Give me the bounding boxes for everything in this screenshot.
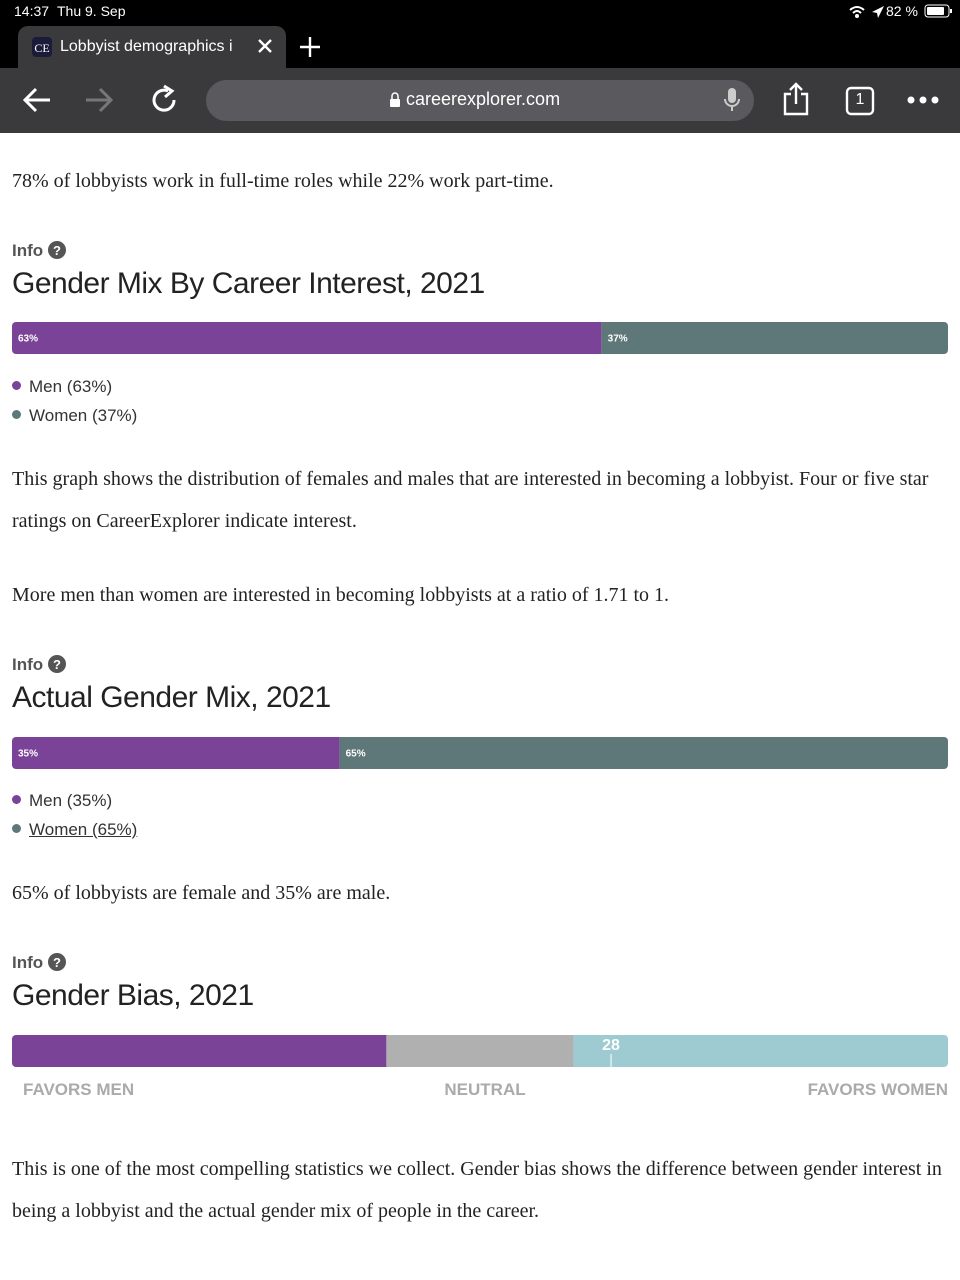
scale-label: FAVORS MEN xyxy=(23,1080,135,1099)
legend-dot xyxy=(12,824,21,833)
new-tab[interactable] xyxy=(299,36,321,58)
tab-close[interactable] xyxy=(257,38,273,54)
info-label[interactable]: Info ? xyxy=(12,241,66,261)
bar-segment xyxy=(601,322,948,354)
info-label[interactable]: Info ? xyxy=(12,655,66,675)
more-button[interactable] xyxy=(906,94,940,106)
chart-title: Gender Bias, 2021 xyxy=(12,979,254,1012)
bar-segment xyxy=(339,737,948,769)
reload-button[interactable] xyxy=(148,84,180,116)
info-icon: ? xyxy=(47,241,66,259)
segment-label: 35% xyxy=(18,749,38,760)
paragraph: More men than women are interested in be… xyxy=(12,584,670,606)
paragraph: This is one of the most compelling stati… xyxy=(12,1158,942,1222)
segment-label: 37% xyxy=(608,334,628,345)
address-bar[interactable] xyxy=(206,80,754,121)
svg-text:?: ? xyxy=(53,243,61,258)
date: Thu 9. Sep xyxy=(57,3,126,19)
tab-count: 1 xyxy=(855,91,865,108)
lock-icon xyxy=(390,92,400,107)
info-text: Info xyxy=(12,241,44,260)
bar-segment xyxy=(12,322,602,354)
scale-label: NEUTRAL xyxy=(444,1080,526,1099)
legend-item: Women (37%) xyxy=(12,406,137,426)
info-icon: ? xyxy=(47,655,66,673)
bias-band xyxy=(386,1035,574,1067)
segment-label: 65% xyxy=(346,749,366,760)
info-label[interactable]: Info ? xyxy=(12,953,66,973)
tab[interactable] xyxy=(18,26,286,68)
svg-text:CE: CE xyxy=(34,41,49,55)
bias-value: 28 xyxy=(602,1037,620,1054)
svg-text:?: ? xyxy=(53,955,61,970)
segment-label: 63% xyxy=(18,334,38,345)
svg-text:?: ? xyxy=(53,657,61,672)
legend-dot xyxy=(12,381,21,390)
back-button[interactable] xyxy=(22,86,52,114)
paragraph: 65% of lobbyists are female and 35% are … xyxy=(12,882,391,904)
scale-label: FAVORS WOMEN xyxy=(807,1080,948,1099)
forward-button[interactable] xyxy=(84,86,114,114)
time: 14:37 xyxy=(14,3,50,19)
legend-link[interactable]: Women (65%) xyxy=(29,820,138,839)
legend-text: Men (63%) xyxy=(29,377,113,396)
chart-title: Gender Mix By Career Interest, 2021 xyxy=(12,267,485,300)
bar-segment xyxy=(12,737,340,769)
tabs-button[interactable] xyxy=(845,86,875,116)
legend-text: Men (35%) xyxy=(29,791,113,810)
mic-icon[interactable] xyxy=(723,87,741,113)
legend-text: Women (37%) xyxy=(29,406,138,425)
info-text: Info xyxy=(12,655,44,674)
battery-icon xyxy=(924,4,952,18)
tab-title: Lobbyist demographics i xyxy=(60,38,233,55)
stacked-bar: 63% 37% xyxy=(12,322,948,354)
legend-dot xyxy=(12,410,21,419)
paragraph: This graph shows the distribution of fem… xyxy=(12,468,929,532)
bias-bar: 28 xyxy=(12,1035,948,1067)
chart-title: Actual Gender Mix, 2021 xyxy=(12,681,331,714)
legend-item: Men (63%) xyxy=(12,377,112,397)
legend-dot xyxy=(12,795,21,804)
bias-band xyxy=(12,1035,387,1067)
info-text: Info xyxy=(12,953,44,972)
legend-item[interactable]: Women (65%) xyxy=(12,820,137,840)
info-icon: ? xyxy=(47,953,66,971)
legend-item: Men (35%) xyxy=(12,791,112,811)
intro-text: 78% of lobbyists work in full-time roles… xyxy=(12,170,554,192)
url: careerexplorer.com xyxy=(406,89,561,109)
bias-band xyxy=(573,1035,948,1067)
status-icons xyxy=(849,6,884,18)
share-button[interactable] xyxy=(782,82,810,116)
stacked-bar: 35% 65% xyxy=(12,737,948,769)
favicon: CE xyxy=(32,37,52,57)
battery-text: 82 % xyxy=(886,3,918,19)
